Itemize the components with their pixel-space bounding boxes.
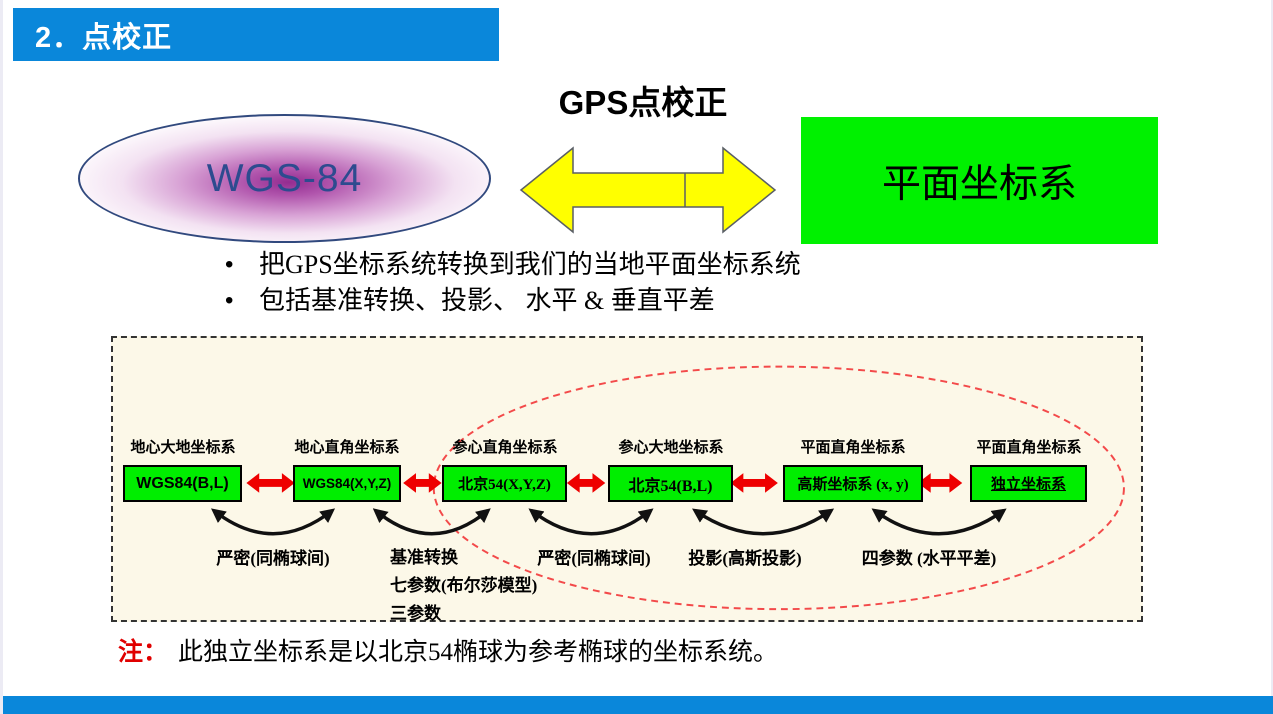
node-category: 地心直角坐标系 bbox=[294, 440, 400, 456]
red-double-arrow-icon bbox=[246, 473, 295, 493]
curved-arrow-icon bbox=[528, 508, 654, 536]
bullet-text: 包括基准转换、投影、 水平 & 垂直平差 bbox=[259, 286, 715, 315]
transform-label: 四参数 (水平平差) bbox=[861, 549, 997, 568]
red-double-arrow-icon bbox=[917, 473, 963, 493]
node-beijing54-bl: 北京54(B,L) bbox=[608, 465, 733, 502]
transformation-diagram-panel: 地心大地坐标系 地心直角坐标系 参心直角坐标系 参心大地坐标系 平面直角坐标系 … bbox=[111, 336, 1143, 623]
diagram-connectors bbox=[211, 365, 1125, 611]
transform-label: 基准转换 七参数(布尔莎模型) 三参数 bbox=[390, 548, 538, 623]
header-bar: 2．点校正 bbox=[13, 8, 499, 61]
transform-label: 严密(同椭球间) bbox=[537, 549, 651, 568]
plane-coordinate-label: 平面坐标系 bbox=[881, 162, 1077, 206]
transform-label: 投影(高斯投影) bbox=[688, 549, 802, 568]
node-category: 平面直角坐标系 bbox=[976, 440, 1082, 456]
wgs84-ellipse: WGS-84 bbox=[78, 114, 491, 243]
bullet-list: • 把GPS坐标系统转换到我们的当地平面坐标系统 • 包括基准转换、投影、 水平… bbox=[225, 248, 985, 320]
node-category: 参心大地坐标系 bbox=[618, 440, 724, 456]
node-independent: 独立坐标系 bbox=[970, 465, 1087, 502]
bullet-text: 把GPS坐标系统转换到我们的当地平面坐标系统 bbox=[259, 250, 801, 279]
node-beijing54-xyz: 北京54(X,Y,Z) bbox=[442, 465, 567, 502]
curved-arrow-icon bbox=[372, 508, 491, 536]
curved-arrow-icon bbox=[211, 508, 336, 536]
wgs84-label: WGS-84 bbox=[206, 156, 363, 200]
bullet-item: • 包括基准转换、投影、 水平 & 垂直平差 bbox=[225, 284, 985, 318]
bullet-dot-icon: • bbox=[225, 251, 234, 278]
curved-arrow-icon bbox=[871, 508, 1007, 536]
footer-bar bbox=[3, 696, 1273, 714]
red-double-arrow-icon bbox=[566, 473, 606, 493]
red-double-arrow-icon bbox=[730, 473, 778, 493]
node-gauss-xy: 高斯坐标系 (x, y) bbox=[783, 465, 923, 502]
note: 注： 此独立坐标系是以北京54椭球为参考椭球的坐标系统。 bbox=[118, 632, 778, 668]
plane-coordinate-box: 平面坐标系 bbox=[801, 117, 1158, 244]
bullet-item: • 把GPS坐标系统转换到我们的当地平面坐标系统 bbox=[225, 248, 985, 282]
header-title: 2．点校正 bbox=[35, 21, 173, 54]
node-category: 地心大地坐标系 bbox=[130, 440, 236, 456]
node-category: 参心直角坐标系 bbox=[452, 440, 558, 456]
node-wgs84-bl: WGS84(B,L) bbox=[123, 465, 242, 502]
curved-arrow-icon bbox=[692, 508, 835, 536]
red-double-arrow-icon bbox=[403, 473, 442, 493]
page-title: GPS点校正 bbox=[443, 76, 843, 124]
bullet-dot-icon: • bbox=[225, 287, 234, 314]
page-title-cjk: 点校正 bbox=[628, 86, 728, 122]
double-arrow-icon bbox=[519, 146, 777, 234]
transform-label: 严密(同椭球间) bbox=[216, 549, 330, 568]
node-wgs84-xyz: WGS84(X,Y,Z) bbox=[293, 465, 401, 502]
note-prefix: 注： bbox=[118, 639, 169, 666]
note-text: 此独立坐标系是以北京54椭球为参考椭球的坐标系统。 bbox=[178, 639, 779, 666]
page-title-latin: GPS bbox=[558, 84, 629, 121]
node-category: 平面直角坐标系 bbox=[800, 440, 906, 456]
